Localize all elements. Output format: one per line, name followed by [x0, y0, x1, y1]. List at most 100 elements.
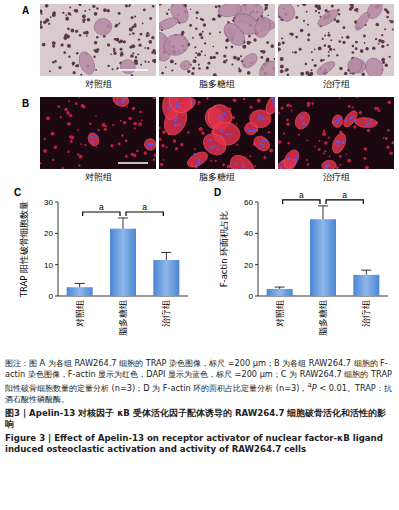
cell-dot: [96, 48, 99, 51]
error-bar: [361, 270, 371, 275]
cell-dot: [190, 8, 192, 10]
cell-dot: [391, 141, 394, 144]
nucleus: [338, 141, 340, 143]
cell-dot: [62, 12, 64, 14]
cell-dot: [67, 44, 71, 48]
cell-dot: [323, 129, 325, 131]
cell-dot: [104, 128, 107, 131]
nucleus: [262, 139, 264, 141]
cell-dot: [130, 54, 134, 58]
cell-dot: [382, 58, 386, 62]
error-stem: [123, 218, 124, 229]
cell-dot: [166, 13, 168, 15]
cell-dot: [267, 15, 269, 17]
nucleus: [194, 153, 196, 155]
nucleus: [95, 135, 97, 137]
caption-block: 图注：图 A 为各组 RAW264.7 细胞的 TRAP 染色图像，标尺 =20…: [5, 358, 394, 458]
cell-dot: [233, 98, 237, 102]
cell-dot: [125, 139, 128, 142]
cell-dot: [153, 159, 155, 161]
cell-dot: [318, 12, 320, 14]
cell-dot: [78, 164, 80, 166]
cell-dot: [133, 122, 137, 126]
nucleus: [325, 167, 327, 169]
cell-dot: [175, 63, 177, 65]
cell-dot: [149, 17, 152, 20]
cell-dot: [52, 13, 56, 17]
cell-dot: [125, 155, 128, 158]
cell-dot: [282, 41, 285, 44]
cell-dot: [77, 129, 79, 131]
cell-dot: [318, 148, 321, 151]
cell-dot: [294, 51, 297, 54]
cell-dot: [204, 54, 206, 56]
cell-dot: [290, 105, 292, 107]
cell-dot: [274, 58, 275, 60]
cell-dot: [48, 23, 50, 25]
cell-dot: [387, 129, 389, 131]
cell-dot: [144, 151, 147, 154]
nucleus: [337, 144, 339, 146]
cell-dot: [336, 54, 338, 56]
cell-dot: [144, 60, 146, 62]
cell-dot: [54, 145, 57, 148]
cell-dot: [329, 156, 331, 158]
cell-dot: [198, 101, 201, 104]
cell-dot: [320, 59, 323, 62]
cell-dot: [60, 116, 62, 118]
cell-dot: [215, 160, 217, 162]
caption-sup: a: [307, 381, 311, 389]
cell-dot: [346, 36, 350, 40]
y-tick-label: 10: [44, 261, 53, 270]
cell-dot: [110, 54, 112, 56]
cell-dot: [311, 69, 313, 71]
significance-label: a: [99, 202, 104, 212]
osteoclast: [86, 131, 101, 147]
cell-dot: [353, 125, 356, 128]
micrograph: [159, 97, 275, 169]
figure-title-en: Figure 3 | Effect of Apelin-13 on recept…: [5, 433, 394, 455]
cell-dot: [314, 64, 317, 67]
cell-dot: [160, 163, 163, 166]
nucleus: [271, 97, 273, 99]
cell-dot: [192, 37, 194, 39]
panel-label: D: [214, 187, 221, 198]
cell-dot: [210, 160, 212, 162]
osteoclast: [240, 51, 260, 71]
micrograph: [40, 4, 156, 76]
osteoclast: [315, 59, 337, 76]
cell-dot: [327, 45, 330, 48]
nucleus: [302, 122, 304, 124]
cell-dot: [134, 127, 136, 129]
y-tick-label: 60: [244, 198, 253, 207]
cell-dot: [292, 52, 294, 54]
cell-dot: [95, 69, 97, 71]
cell-dot: [215, 5, 218, 8]
cell-dot: [311, 102, 314, 105]
cell-dot: [219, 31, 221, 33]
cell-dot: [295, 36, 298, 39]
cell-dot: [288, 142, 291, 145]
cell-dot: [76, 52, 78, 54]
cell-dot: [243, 98, 245, 100]
error-cap: [275, 287, 285, 288]
cell-dot: [116, 24, 119, 27]
cell-dot: [120, 52, 123, 55]
osteoclast: [165, 97, 196, 117]
cell-dot: [64, 108, 67, 111]
nucleus: [219, 116, 221, 118]
nucleus: [226, 133, 228, 135]
cell-dot: [365, 47, 368, 50]
cell-dot: [196, 17, 198, 19]
cell-dot: [352, 106, 354, 108]
cell-dot: [118, 142, 121, 145]
cell-dot: [63, 36, 67, 40]
cell-dot: [260, 56, 263, 59]
cell-dot: [322, 132, 326, 136]
cell-dot: [381, 59, 383, 61]
y-tick: [255, 233, 258, 234]
cell-dot: [209, 33, 211, 35]
cell-dot: [323, 59, 325, 61]
nucleus: [342, 141, 344, 143]
nucleus: [90, 136, 92, 138]
